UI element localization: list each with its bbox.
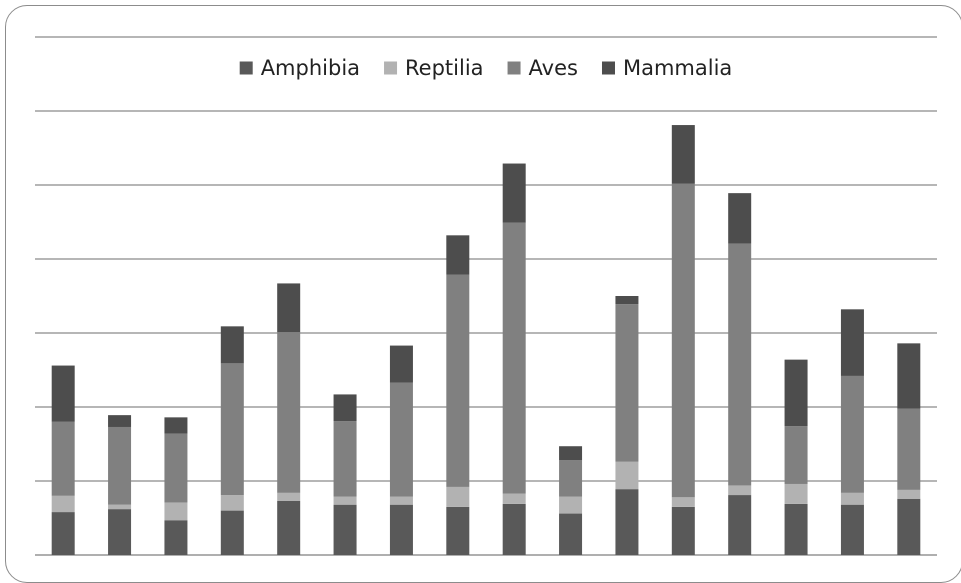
bar-segment-reptilia — [220, 495, 244, 511]
bar-segment-aves — [51, 421, 75, 496]
bar-segment-amphibia — [389, 504, 413, 555]
bar-segment-mammalia — [840, 309, 864, 376]
legend-label-amphibia: Amphibia — [261, 56, 360, 80]
bar-segment-mammalia — [51, 365, 75, 422]
bar-segment-reptilia — [897, 489, 921, 499]
bar-segment-mammalia — [108, 415, 132, 427]
bar-segment-mammalia — [446, 235, 470, 275]
bar-segment-mammalia — [784, 359, 808, 427]
bar-segment-mammalia — [164, 417, 188, 434]
bar-segment-mammalia — [559, 446, 583, 461]
legend-swatch-aves — [507, 61, 521, 75]
bar-segment-aves — [502, 222, 526, 494]
bar-segment-reptilia — [671, 497, 695, 507]
bar-segment-amphibia — [108, 509, 132, 555]
bar-segment-reptilia — [389, 496, 413, 505]
bar-segment-amphibia — [559, 513, 583, 555]
bar-segment-reptilia — [446, 486, 470, 507]
bar-segment-amphibia — [784, 503, 808, 555]
bar-segment-amphibia — [51, 512, 75, 555]
bar-segment-reptilia — [840, 492, 864, 505]
legend-swatch-mammalia — [601, 61, 615, 75]
bar-segment-aves — [897, 408, 921, 490]
bar-segment-amphibia — [333, 504, 357, 555]
bar-segment-aves — [840, 375, 864, 493]
bar-segment-aves — [784, 426, 808, 484]
bar-segment-aves — [559, 460, 583, 497]
bar-segment-reptilia — [784, 483, 808, 504]
bar-segment-aves — [615, 304, 639, 462]
legend-swatch-reptilia — [384, 61, 398, 75]
bar-segment-amphibia — [840, 504, 864, 555]
bar-segment-reptilia — [333, 496, 357, 505]
bar-segment-mammalia — [220, 326, 244, 364]
bar-segment-aves — [108, 426, 132, 505]
bar-segment-mammalia — [502, 163, 526, 223]
legend-label-aves: Aves — [529, 56, 578, 80]
bar-segment-mammalia — [277, 283, 301, 333]
bar-segment-mammalia — [897, 343, 921, 409]
bar-segment-aves — [220, 363, 244, 496]
bar-segment-aves — [333, 421, 357, 497]
bar-segment-amphibia — [277, 500, 301, 555]
bar-segment-amphibia — [446, 506, 470, 555]
bar-segment-amphibia — [502, 503, 526, 555]
bar-segment-amphibia — [728, 495, 752, 555]
legend-swatch-amphibia — [239, 61, 253, 75]
bar-segment-mammalia — [728, 193, 752, 244]
bar-segment-reptilia — [108, 504, 132, 510]
bar-segment-reptilia — [615, 461, 639, 490]
bar-segment-mammalia — [615, 296, 639, 305]
bar-segment-aves — [164, 433, 188, 503]
bar-segment-aves — [728, 243, 752, 486]
bar-segment-amphibia — [220, 510, 244, 555]
bar-segment-aves — [446, 274, 470, 487]
bar-segment-amphibia — [615, 489, 639, 555]
bar-segment-amphibia — [671, 506, 695, 555]
legend: Amphibia Reptilia Aves Mammalia — [239, 56, 732, 80]
bar-segment-reptilia — [559, 496, 583, 514]
bar-segment-mammalia — [333, 394, 357, 422]
legend-label-reptilia: Reptilia — [405, 56, 484, 80]
bar-segment-aves — [671, 183, 695, 498]
bar-segment-mammalia — [389, 345, 413, 383]
bar-segment-reptilia — [51, 495, 75, 513]
bar-segment-reptilia — [277, 492, 301, 501]
bars — [51, 125, 921, 555]
bar-segment-aves — [277, 332, 301, 493]
bar-segment-reptilia — [164, 502, 188, 521]
bar-segment-reptilia — [502, 493, 526, 504]
bar-segment-amphibia — [897, 498, 921, 555]
bar-segment-aves — [389, 382, 413, 497]
bar-segment-reptilia — [728, 485, 752, 496]
bar-segment-mammalia — [671, 125, 695, 184]
legend-label-mammalia: Mammalia — [623, 56, 732, 80]
bar-segment-amphibia — [164, 520, 188, 555]
